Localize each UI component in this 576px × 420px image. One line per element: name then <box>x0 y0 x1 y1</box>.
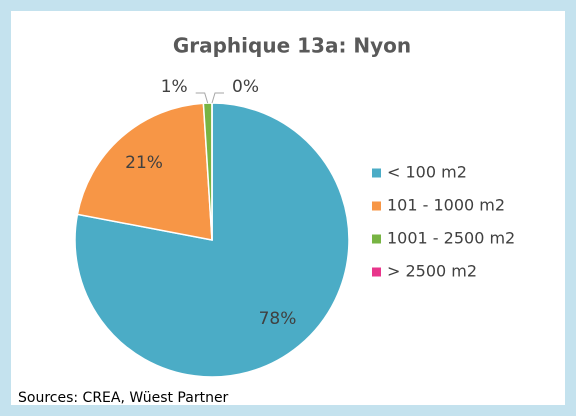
legend-swatch <box>372 168 381 178</box>
source: Sources: CREA, Wüest Partner <box>18 390 229 406</box>
leader-line <box>211 92 224 104</box>
legend-swatch <box>372 267 381 277</box>
legend-label: 1001 - 2500 m2 <box>387 229 515 248</box>
legend-swatch <box>372 234 381 244</box>
pie-slice <box>76 102 213 241</box>
data-label: 78% <box>259 309 297 329</box>
chart-title: Graphique 13a: Nyon <box>173 34 411 58</box>
data-label: 0% <box>232 77 259 97</box>
data-label: 21% <box>125 153 163 173</box>
legend-label: < 100 m2 <box>387 163 467 182</box>
legend-label: > 2500 m2 <box>387 262 477 281</box>
legend-label: 101 - 1000 m2 <box>387 196 505 215</box>
data-label: 1% <box>161 77 188 97</box>
legend-swatch <box>372 201 381 211</box>
leader-line <box>195 92 209 104</box>
